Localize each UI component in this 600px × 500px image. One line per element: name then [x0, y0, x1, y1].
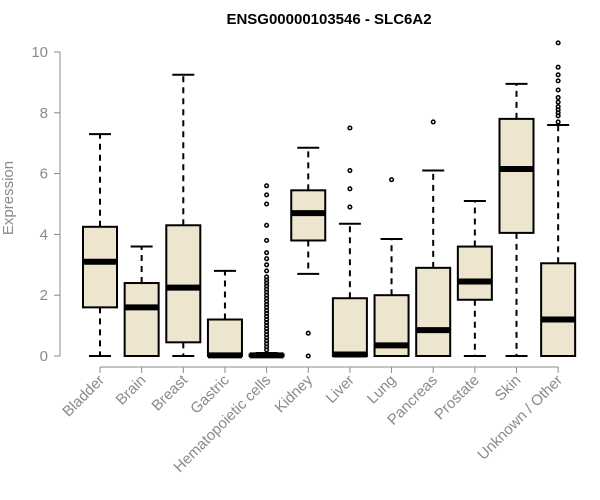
- outlier-point: [555, 99, 561, 105]
- y-tick-label: 6: [40, 166, 48, 183]
- y-axis-label: Expression: [0, 161, 17, 235]
- box-group: [540, 40, 577, 357]
- box: [206, 318, 243, 357]
- box: [123, 282, 160, 358]
- box-group: [290, 146, 327, 359]
- box: [82, 225, 118, 309]
- outlier-point: [555, 95, 561, 101]
- outlier-point: [555, 104, 561, 110]
- y-tick-label: 0: [40, 348, 48, 365]
- box-group: [206, 269, 243, 359]
- outlier-point: [264, 222, 270, 228]
- box-group: [82, 133, 118, 357]
- outlier-point: [305, 353, 311, 359]
- box-group: [415, 119, 452, 357]
- outlier-point: [305, 330, 311, 336]
- outlier-point: [555, 87, 561, 93]
- box: [415, 266, 452, 357]
- outlier-point: [264, 250, 270, 256]
- outlier-point: [264, 268, 270, 274]
- outlier-point: [264, 183, 270, 189]
- box-group: [123, 245, 160, 358]
- outlier-point: [555, 64, 561, 70]
- outlier-point: [264, 256, 270, 262]
- box-group: [331, 125, 368, 358]
- box: [331, 297, 368, 357]
- box-group: [248, 183, 285, 359]
- y-tick-label: 4: [40, 226, 48, 243]
- box: [165, 224, 202, 344]
- x-tick-label: Kidney: [272, 371, 317, 416]
- box: [456, 245, 493, 301]
- y-tick-label: 10: [31, 44, 48, 61]
- x-tick-label: Lung: [364, 372, 400, 408]
- x-tick-label: Breast: [148, 371, 191, 414]
- outlier-point: [347, 186, 353, 192]
- outlier-point: [264, 262, 270, 268]
- y-axis: 0 2 4 6 8 10: [31, 44, 61, 365]
- outlier-point: [555, 78, 561, 84]
- x-tick-label: Bladder: [59, 372, 108, 421]
- box-group: [165, 73, 202, 357]
- outlier-point: [264, 237, 270, 244]
- box-group: [498, 82, 535, 357]
- outlier-point: [430, 119, 436, 125]
- outlier-point: [347, 204, 353, 210]
- outlier-point: [264, 274, 270, 280]
- y-tick-label: 8: [40, 105, 48, 122]
- outlier-point: [555, 40, 561, 46]
- box: [498, 117, 535, 234]
- box-group: [456, 199, 493, 357]
- outlier-point: [264, 192, 270, 198]
- plot-area: [82, 40, 577, 359]
- x-tick-label: Liver: [323, 372, 358, 407]
- outlier-point: [264, 201, 270, 207]
- outlier-point: [389, 177, 395, 183]
- x-tick-label: Prostate: [431, 372, 483, 424]
- y-tick-label: 2: [40, 287, 48, 304]
- chart-title: ENSG00000103546 - SLC6A2: [226, 11, 431, 28]
- box-group: [373, 177, 410, 358]
- x-tick-label: Skin: [492, 372, 525, 405]
- outlier-point: [347, 168, 353, 174]
- outlier-point: [555, 72, 561, 78]
- outlier-point: [555, 119, 561, 125]
- outlier-point: [347, 125, 353, 131]
- x-tick-label: Brain: [113, 372, 150, 409]
- box: [540, 262, 577, 357]
